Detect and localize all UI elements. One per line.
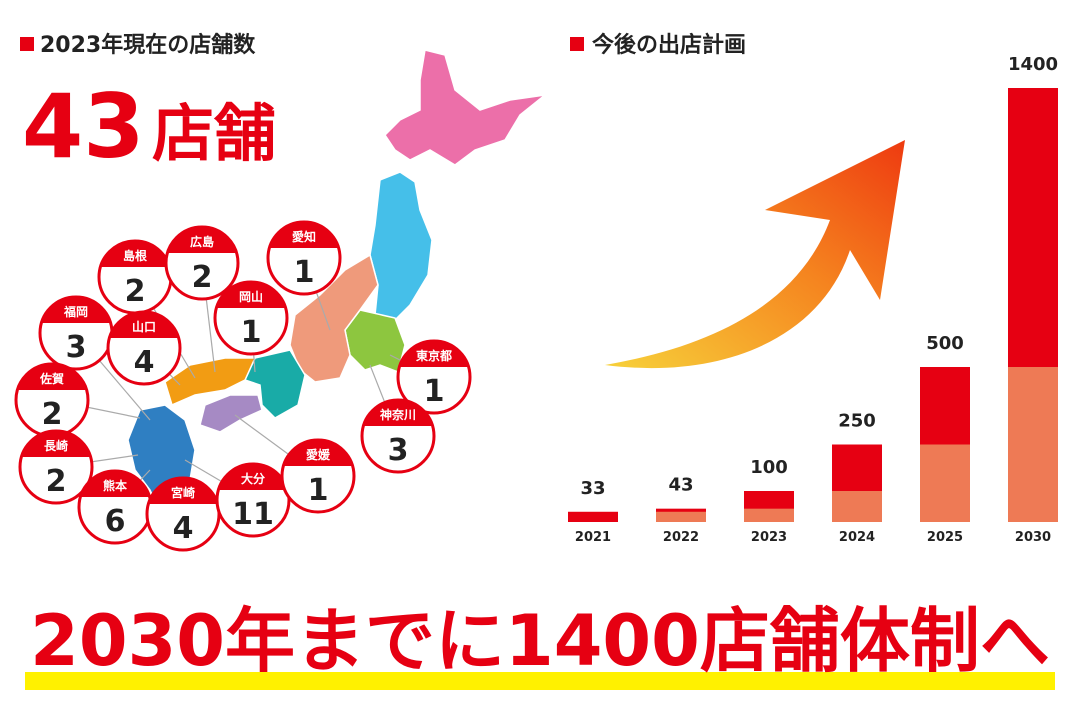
prefecture-name: 大分 [241,471,265,486]
x-tick-label: 2030 [1015,530,1051,545]
prefecture-name: 熊本 [103,478,127,493]
prefecture-count: 1 [241,315,262,350]
prefecture-count: 11 [232,497,274,532]
bubble-band [363,400,433,426]
previous-bar [656,511,706,522]
bar [568,511,618,522]
prefecture-name: 福岡 [63,304,88,319]
bubble-band [283,440,353,466]
prefecture-name: 愛媛 [306,447,331,462]
value-label: 500 [926,333,964,354]
chart-title: 今後の出店計画 [592,32,746,58]
previous-bar [832,491,882,522]
prefecture-name: 岡山 [239,289,263,304]
value-label: 100 [750,457,788,478]
bubble-band [41,297,111,323]
x-tick-label: 2025 [927,530,963,545]
value-label: 33 [580,478,605,499]
x-tick-label: 2024 [839,530,875,545]
x-tick-label: 2023 [751,530,787,545]
prefecture-name: 愛知 [292,229,316,244]
chubu [289,253,379,383]
prefecture-name: 山口 [132,319,156,334]
x-tick-label: 2021 [575,530,611,545]
prefecture-name: 東京都 [416,348,452,363]
bubble-band [148,478,218,504]
prefecture-count: 6 [105,504,126,539]
prefecture-count: 1 [424,374,445,409]
japan-map [127,49,548,513]
title-marker [20,37,34,51]
title-marker [570,37,584,51]
prefecture-count: 3 [66,330,87,365]
prefecture-count: 4 [134,345,155,380]
previous-bar [1008,367,1058,522]
hokkaido [384,49,548,166]
store-total: 43 [22,75,144,178]
previous-bar [920,444,970,522]
value-label: 1400 [1008,54,1058,75]
prefecture-name: 広島 [190,234,214,249]
prefecture-count: 2 [42,397,63,432]
previous-bar [744,508,794,522]
bubble-band [399,341,469,367]
prefecture-name: 佐賀 [39,371,64,386]
bubble-band [269,222,339,248]
section-title: 2023年現在の店舗数 [40,32,256,58]
prefecture-name: 島根 [123,248,147,263]
bubble-band [167,226,237,253]
headline-underline [25,672,1055,690]
prefecture-count: 1 [308,473,329,508]
prefecture-count: 2 [125,274,146,309]
chugoku [164,357,257,407]
headline: 2030年までに1400店舗体制へ [30,600,1050,682]
bubble-band [17,364,87,390]
value-label: 250 [838,411,876,432]
kinki [243,349,306,419]
store-unit: 店舗 [152,97,276,170]
prefecture-count: 4 [173,511,194,546]
bubble-band [80,471,150,497]
bubble-band [216,282,286,308]
prefecture-count: 2 [192,260,213,295]
x-tick-label: 2022 [663,530,699,545]
kanto [344,309,406,374]
value-label: 43 [668,475,693,496]
bubble-band [109,311,179,338]
prefecture-count: 3 [388,433,409,468]
prefecture-name: 宮崎 [171,485,195,500]
bubble-band [21,431,91,457]
tohoku [369,171,433,321]
growth-arrow [605,140,905,369]
bubble-band [100,240,170,267]
prefecture-count: 1 [294,255,315,290]
prefecture-count: 2 [46,464,67,499]
shikoku [199,394,263,433]
prefecture-name: 神奈川 [380,407,416,422]
prefecture-name: 長崎 [44,438,68,453]
bubble-band [218,464,288,490]
